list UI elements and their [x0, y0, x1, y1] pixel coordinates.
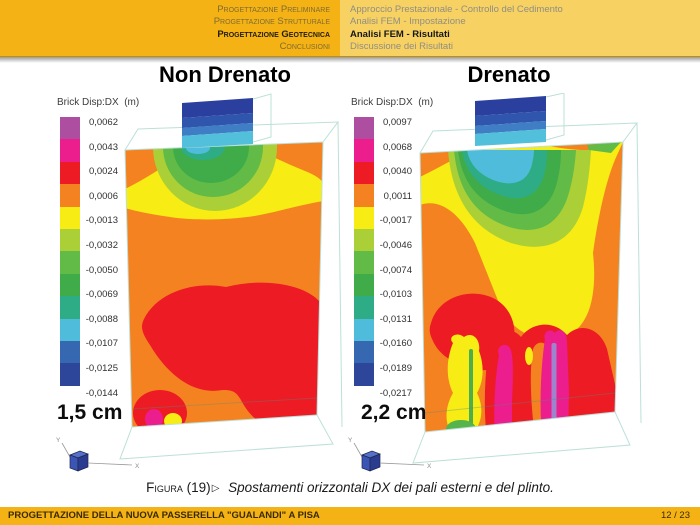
svg-text:X: X [135, 463, 140, 470]
caption-triangle-marker: ▷ [211, 483, 220, 494]
footer-bar: PROGETTAZIONE DELLA NUOVA PASSERELLA "GU… [0, 507, 700, 525]
nav-progettazione-strutturale[interactable]: Progettazione Strutturale [213, 16, 330, 28]
svg-text:X: X [427, 463, 432, 470]
nav-analisi-fem-impostazione[interactable]: Analisi FEM - Impostazione [350, 16, 466, 28]
fem-plot-drenato [395, 92, 645, 485]
header-right-panel [340, 0, 700, 57]
axis-triad-icon: Y X [342, 431, 452, 477]
legend-color-scale [354, 117, 374, 386]
plinth-block [182, 98, 253, 148]
caption-label: Figura [146, 480, 183, 495]
header-shadow [0, 57, 700, 63]
max-displacement-non-drenato: 1,5 cm [57, 401, 123, 424]
nav-progettazione-geotecnica[interactable]: Progettazione Geotecnica [217, 28, 330, 40]
page-indicator: 12 / 23 [660, 510, 690, 521]
contour-face [420, 142, 623, 432]
nav-discussione-risultati[interactable]: Discussione dei Risultati [350, 41, 453, 53]
legend-drenato: Brick Disp:DX (m) 0,0097 0,0068 0,0040 0,0… [350, 97, 433, 399]
header-left-panel [0, 0, 340, 57]
caption-number: (19) [186, 480, 211, 495]
subsection-nav: Approccio Prestazionale - Controllo del … [350, 4, 563, 54]
section-nav: Progettazione Preliminare Progettazione … [214, 4, 330, 54]
presentation-title: PROGETTAZIONE DELLA NUOVA PASSERELLA "GU… [8, 510, 320, 521]
caption-text: Spostamenti orizzontali DX dei pali este… [228, 480, 554, 495]
legend-non-drenato: Brick Disp:DX (m) 0,0062 0,0043 0,0024 0,0… [56, 97, 139, 399]
contour-face [125, 142, 323, 427]
plinth-block [475, 96, 546, 146]
legend-values: 0,0062 0,0043 0,0024 0,0006 -0,0013 -0,0032… [85, 117, 118, 399]
nav-analisi-fem-risultati[interactable]: Analisi FEM - Risultati [350, 28, 450, 40]
nav-conclusioni[interactable]: Conclusioni [279, 41, 330, 53]
max-displacement-drenato: 2,2 cm [361, 401, 427, 424]
fem-plot-non-drenato [100, 93, 350, 485]
nav-progettazione-preliminare[interactable]: Progettazione Preliminare [217, 4, 330, 15]
legend-values: 0,0097 0,0068 0,0040 0,0011 -0,0017 -0,0046… [379, 117, 412, 399]
svg-text:Y: Y [348, 437, 353, 444]
svg-text:Y: Y [56, 437, 61, 444]
panel-title-non-drenato: Non Drenato [159, 62, 291, 87]
nav-approccio-prestazionale[interactable]: Approccio Prestazionale - Controllo del … [350, 4, 563, 15]
legend-color-scale [60, 117, 80, 386]
figure-caption: Figura (19)▷ Spostamenti orizzontali DX … [0, 480, 700, 495]
axis-triad-icon: Y X [50, 431, 160, 477]
panel-title-drenato: Drenato [467, 62, 551, 87]
